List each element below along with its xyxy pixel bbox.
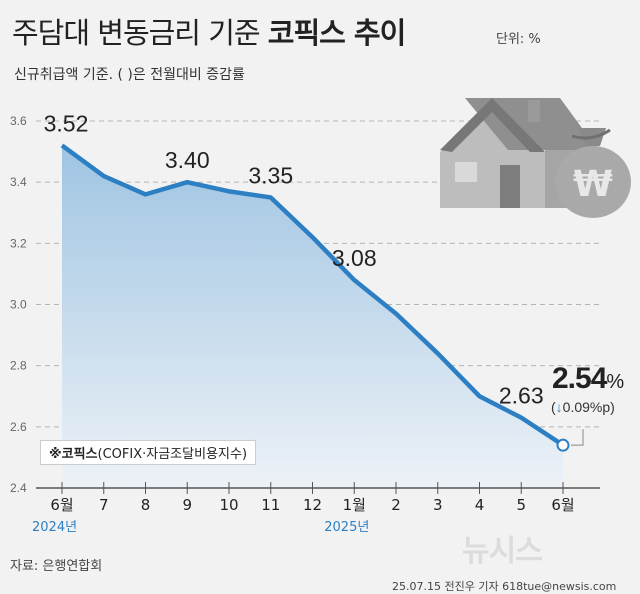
x-tick-label: 6월 xyxy=(551,496,574,514)
last-value-number: 2.54 xyxy=(552,362,607,395)
data-label: 3.40 xyxy=(165,147,210,173)
chart-title: 주담대 변동금리 기준 코픽스 추이 xyxy=(12,10,406,52)
x-tick-label: 8 xyxy=(141,496,151,514)
title-bold: 코픽스 추이 xyxy=(267,16,406,50)
x-tick-label: 6월 xyxy=(50,496,73,514)
newsis-watermark: 뉴시스 xyxy=(462,534,543,569)
year-label: 2025년 xyxy=(324,520,369,535)
x-tick-label: 12 xyxy=(303,496,322,514)
svg-text:₩: ₩ xyxy=(573,164,613,205)
change-callout: (↓0.09%p) xyxy=(551,399,615,415)
y-tick-label: 2.4 xyxy=(10,481,27,495)
title-prefix: 주담대 변동금리 기준 xyxy=(12,16,261,50)
x-tick-label: 1월 xyxy=(343,496,366,514)
y-tick-label: 3.0 xyxy=(10,298,27,312)
series-area xyxy=(62,145,563,488)
data-label: 3.35 xyxy=(248,162,293,188)
y-tick-label: 3.2 xyxy=(10,236,27,250)
y-tick-label: 2.6 xyxy=(10,420,27,434)
data-label: 3.52 xyxy=(44,110,89,136)
y-tick-label: 3.4 xyxy=(10,175,27,189)
last-point-marker xyxy=(556,438,570,452)
legend-box: ※코픽스(COFIX·자금조달비용지수) xyxy=(40,440,257,465)
credit-note: 25.07.15 전진우 기자 618tue@newsis.com xyxy=(392,580,617,593)
year-label: 2024년 xyxy=(32,520,77,535)
change-close-paren: ) xyxy=(610,399,615,415)
x-tick-label: 7 xyxy=(99,496,109,514)
x-tick-label: 11 xyxy=(261,496,280,514)
unit-label: 단위: % xyxy=(496,32,541,47)
down-arrow-icon: ↓ xyxy=(555,399,563,415)
data-label: 2.63 xyxy=(499,383,544,409)
x-tick-label: 3 xyxy=(433,496,443,514)
callout-connector xyxy=(571,429,584,446)
legend-bold: ※코픽스 xyxy=(49,447,98,462)
money-bag-icon: ₩ xyxy=(555,128,631,218)
x-tick-label: 9 xyxy=(182,496,192,514)
chart-subtitle: 신규취급액 기준. ( )은 전월대비 증감률 xyxy=(14,67,245,83)
y-tick-label: 3.6 xyxy=(10,114,27,128)
data-label: 3.08 xyxy=(332,245,377,271)
x-tick-label: 2 xyxy=(391,496,401,514)
legend-rest: (COFIX·자금조달비용지수) xyxy=(97,447,248,462)
y-tick-label: 2.8 xyxy=(10,359,27,373)
last-value-unit: % xyxy=(606,371,625,393)
x-tick-label: 4 xyxy=(475,496,485,514)
series-line xyxy=(60,143,565,448)
source-note: 자료: 은행연합회 xyxy=(10,559,103,574)
change-value: 0.09%p xyxy=(562,399,611,415)
x-tick-label: 5 xyxy=(516,496,526,514)
change-open-paren: ( xyxy=(551,399,556,415)
x-tick-label: 10 xyxy=(219,496,238,514)
last-value-callout: 2.54% xyxy=(552,362,624,396)
